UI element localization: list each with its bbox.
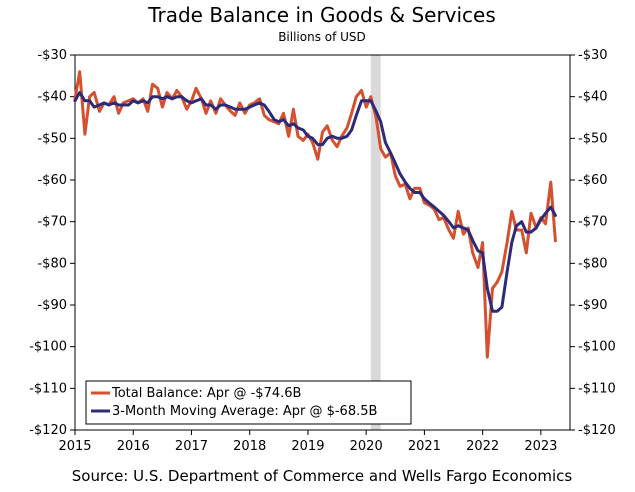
legend-label-total-balance: Total Balance: Apr @ -$74.6B xyxy=(111,386,301,401)
y-tick-label-left: -$60 xyxy=(37,173,67,188)
y-tick-label-right: -$100 xyxy=(578,340,616,355)
legend-box xyxy=(85,380,412,425)
y-tick-label-left: -$40 xyxy=(37,90,67,105)
series-layer xyxy=(73,70,557,359)
legend: Total Balance: Apr @ -$74.6B 3-Month Mov… xyxy=(85,380,412,425)
y-tick-label-right: -$60 xyxy=(578,173,608,188)
y-tick-label-right: -$90 xyxy=(578,298,608,313)
y-tick-label-left: -$70 xyxy=(37,215,67,230)
x-tick-label: 2022 xyxy=(466,439,499,454)
y-axis-right: -$30 -$40 -$50 -$60 -$70 -$80 -$90 -$100 -$110 -$… xyxy=(570,48,616,438)
series-line-moving-average xyxy=(73,91,557,313)
x-tick-label: 2021 xyxy=(408,439,441,454)
source-note: Source: U.S. Department of Commerce and … xyxy=(72,467,573,485)
x-tick-label: 2020 xyxy=(350,439,383,454)
y-tick-label-right: -$120 xyxy=(578,423,616,438)
y-tick-label-right: -$30 xyxy=(578,48,608,63)
y-tick-label-left: -$50 xyxy=(37,131,67,146)
y-tick-label-left: -$100 xyxy=(29,340,67,355)
y-tick-label-left: -$80 xyxy=(37,256,67,271)
chart-subtitle: Billions of USD xyxy=(278,30,366,44)
legend-label-moving-average: 3-Month Moving Average: Apr @ $-68.5B xyxy=(112,404,377,419)
x-tick-label: 2019 xyxy=(291,439,324,454)
recession-band xyxy=(370,55,381,430)
y-tick-label-right: -$50 xyxy=(578,131,608,146)
plot-frame xyxy=(74,54,571,431)
x-tick-label: 2015 xyxy=(58,439,91,454)
y-tick-label-left: -$30 xyxy=(37,48,67,63)
y-tick-label-right: -$40 xyxy=(578,90,608,105)
series-line-total-balance xyxy=(73,70,557,359)
x-tick-label: 2016 xyxy=(117,439,150,454)
y-tick-label-left: -$120 xyxy=(29,423,67,438)
x-tick-label: 2017 xyxy=(175,439,208,454)
x-tick-label: 2018 xyxy=(233,439,266,454)
y-tick-label-right: -$110 xyxy=(578,381,616,396)
y-axis-left: -$30 -$40 -$50 -$60 -$70 -$80 -$90 -$100 -$110 -$… xyxy=(29,48,75,438)
y-tick-label-left: -$110 xyxy=(29,381,67,396)
y-tick-label-right: -$80 xyxy=(578,256,608,271)
chart-title: Trade Balance in Goods & Services xyxy=(147,3,496,27)
x-tick-label: 2023 xyxy=(524,439,557,454)
y-tick-label-left: -$90 xyxy=(37,298,67,313)
x-axis: 2015 2016 2017 2018 2019 2020 2021 2022 2023 xyxy=(58,430,557,454)
y-tick-label-right: -$70 xyxy=(578,215,608,230)
